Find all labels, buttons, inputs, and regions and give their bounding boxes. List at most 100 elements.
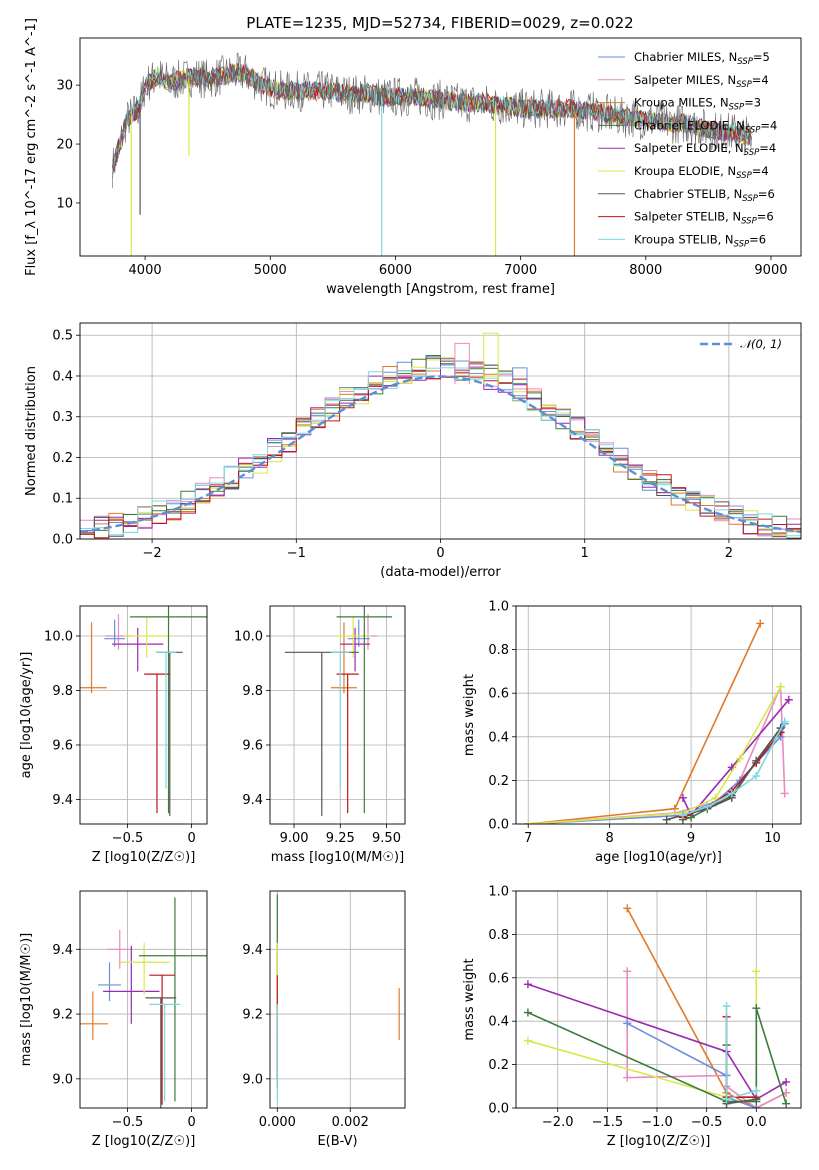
x-tick-label: 8 [606, 831, 614, 846]
series-marker [722, 1002, 731, 1011]
legend-subscript: SSP [736, 171, 752, 181]
massweight_vs_age-plot-area [524, 619, 793, 824]
y-tick-label: 9.8 [242, 684, 263, 699]
x-axis-label: mass [log10(M/M☉)] [271, 850, 404, 865]
series-marker [662, 815, 671, 824]
x-tick-label: 0.000 [259, 1115, 296, 1130]
histogram-plot-area [80, 332, 801, 539]
x-axis-label: (data-model)/error [380, 565, 501, 580]
series-marker [523, 1008, 532, 1017]
y-tick-label: 0.2 [488, 774, 509, 789]
legend-name: Kroupa STELIB, N [634, 232, 734, 246]
histogram-step [80, 367, 801, 539]
x-tick-label: −2.0 [542, 1115, 574, 1130]
x-tick-label: −2 [143, 546, 162, 561]
x-tick-label: 7 [524, 831, 532, 846]
y-tick-label: 0.2 [488, 1058, 509, 1073]
histogram-step [80, 361, 801, 539]
y-tick-label: 9.2 [242, 1008, 263, 1023]
x-tick-label: 4000 [129, 263, 162, 278]
y-axis-label: Flux [f_λ 10^-17 erg cm^-2 s^-1 A^-1] [24, 18, 39, 276]
x-tick-label: 9.50 [372, 831, 401, 846]
series-marker [523, 1036, 532, 1045]
legend-label: Salpeter MILES, NSSP=4 [634, 73, 769, 90]
x-tick-label: 10 [764, 831, 781, 846]
y-tick-label: 0.4 [52, 369, 73, 384]
x-axis-label: age [log10(age/yr)] [595, 850, 722, 865]
x-axis-label: Z [log10(Z/Z☉)] [92, 850, 196, 865]
y-tick-label: 9.0 [242, 1072, 263, 1087]
series-marker [752, 756, 761, 765]
axes-frame [79, 605, 208, 825]
axes-frame [79, 37, 802, 257]
series-marker [623, 904, 632, 913]
x-tick-label: −0.5 [112, 1115, 144, 1130]
y-tick-label: 0.0 [488, 1102, 509, 1117]
figure-title: PLATE=1235, MJD=52734, FIBERID=0029, z=0… [246, 14, 633, 32]
legend-name: Chabrier MILES, N [634, 50, 737, 64]
y-tick-label: 0.8 [488, 643, 509, 658]
legend-value: =6 [758, 187, 775, 201]
y-tick-label: 9.6 [52, 738, 73, 753]
series-marker [756, 619, 765, 628]
y-tick-label: 0.8 [488, 928, 509, 943]
x-tick-label: −0.5 [691, 1115, 723, 1130]
y-tick-label: 9.4 [52, 943, 73, 958]
y-tick-label: 0.4 [488, 730, 509, 745]
legend-label: Salpeter ELODIE, NSSP=4 [634, 141, 776, 158]
x-tick-label: −1.5 [592, 1115, 624, 1130]
series-marker [735, 754, 744, 763]
mass_vs_ebv-panel: 0.000 0.002 9.0 9.2 9.4 E(B-V) [242, 890, 406, 1149]
y-tick-label: 9.8 [52, 684, 73, 699]
massweight_vs_Z-panel: −2.0 −1.5 −1.0 −0.5 0.0 0.0 0.2 0.4 0.6 0.8 1.0 Z [… [462, 885, 802, 1149]
y-tick-label: 0.0 [52, 533, 73, 548]
series-line [682, 699, 790, 817]
legend-subscript: SSP [744, 148, 760, 158]
normal-curve [80, 375, 801, 534]
legend-label: Kroupa ELODIE, NSSP=4 [634, 164, 769, 181]
spectrum-plot-area [112, 52, 752, 256]
spectrum-panel: 4000 5000 6000 7000 8000 9000 10 20 30 wavelength… [24, 18, 802, 297]
y-axis-label: mass [log10(M/M☉)] [19, 933, 34, 1066]
y-tick-label: 0.4 [488, 1015, 509, 1030]
x-tick-label: 9.00 [280, 831, 309, 846]
legend-subscript: SSP [745, 125, 761, 135]
legend-subscript: SSP [734, 239, 750, 249]
spectrum-model-line [112, 62, 752, 168]
series-marker [752, 1004, 761, 1013]
y-tick-label: 0.6 [488, 971, 509, 986]
mass_vs_ebv-plot-area [276, 894, 400, 1102]
legend-value: =6 [757, 210, 774, 224]
age_vs_mass-panel: 9.00 9.25 9.50 9.4 9.6 9.8 10.0 mass [log10(M/M… [234, 605, 406, 865]
y-tick-label: 20 [56, 138, 73, 153]
mass_vs_Z-panel: −0.5 0 9.0 9.2 9.4 Z [log10(Z/Z☉)] mass [log10… [19, 890, 208, 1149]
y-tick-label: 10 [56, 196, 73, 211]
x-tick-label: 1 [581, 546, 589, 561]
x-tick-label: 6000 [379, 263, 412, 278]
series-marker [678, 811, 687, 820]
series-marker [780, 789, 789, 798]
y-tick-label: 0.0 [488, 818, 509, 833]
legend-value: =6 [749, 232, 766, 246]
age_vs_mass-plot-area [284, 606, 393, 816]
spectrum-data-line [112, 52, 752, 189]
x-axis-label: Z [log10(Z/Z☉)] [92, 1134, 196, 1149]
y-axis-label: age [log10(age/yr)] [19, 652, 34, 779]
legend-subscript: SSP [742, 194, 758, 204]
legend-value: =3 [744, 96, 761, 110]
y-tick-label: 9.6 [242, 738, 263, 753]
legend-name: Chabrier STELIB, N [634, 187, 742, 201]
massweight_vs_Z-plot-area [523, 904, 791, 1108]
x-tick-label: 5000 [254, 263, 287, 278]
series-marker [678, 793, 687, 802]
x-tick-label: 9000 [754, 263, 787, 278]
legend-value: =4 [759, 141, 776, 155]
y-axis-label: mass weight [462, 674, 477, 756]
series-marker [727, 789, 736, 798]
y-tick-label: 10.0 [44, 629, 73, 644]
legend-subscript: SSP [737, 57, 753, 67]
x-tick-label: 0 [187, 1115, 195, 1130]
legend-subscript: SSP [736, 80, 752, 90]
axes-frame [79, 890, 208, 1109]
